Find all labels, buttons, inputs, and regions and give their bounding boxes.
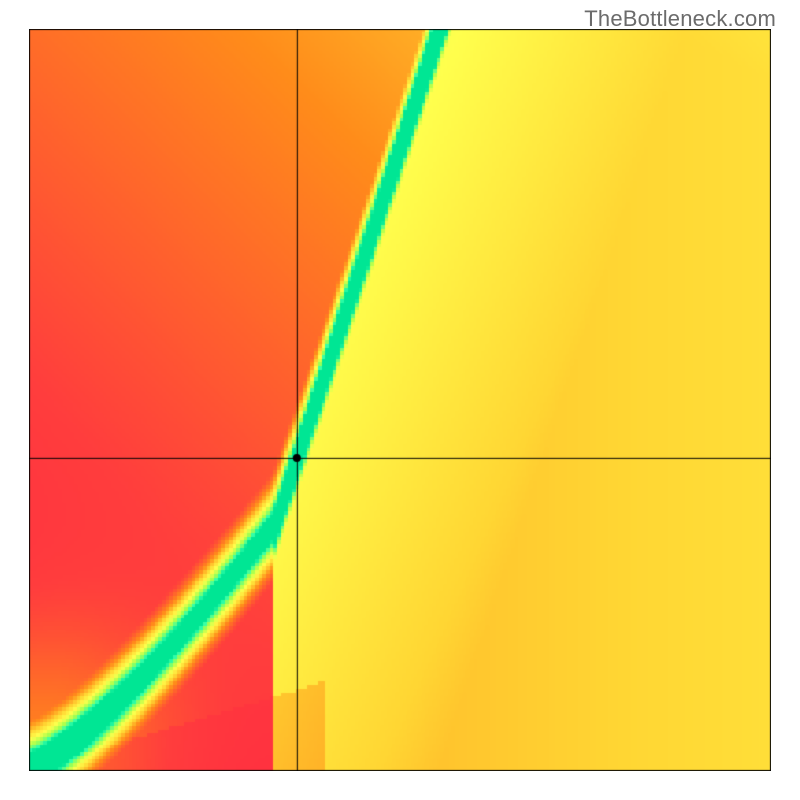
- bottleneck-heatmap: [29, 29, 771, 771]
- watermark-text: TheBottleneck.com: [584, 6, 776, 32]
